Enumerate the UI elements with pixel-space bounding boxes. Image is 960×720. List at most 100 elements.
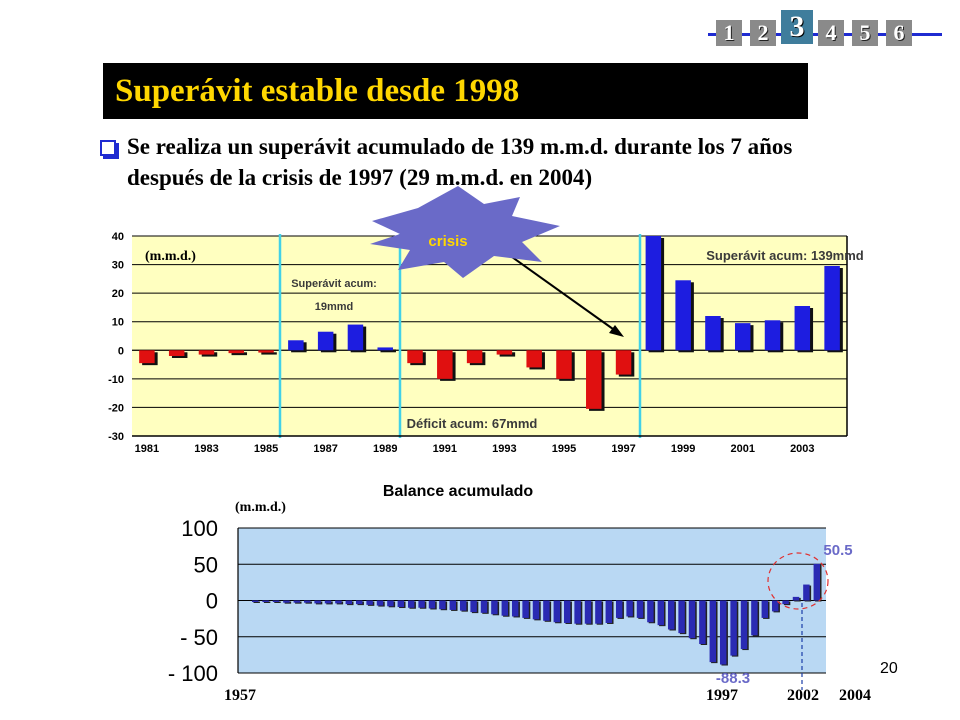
chart1-x-tick-label: 1983 (194, 443, 218, 455)
chart2-bar (511, 600, 519, 617)
crisis-label: crisis (428, 233, 467, 250)
nav-item-5[interactable]: 5 (852, 20, 878, 46)
chart2-bar (439, 600, 446, 610)
chart2-bar-shadow (263, 601, 271, 603)
chart1-x-tick-label: 1997 (611, 443, 635, 455)
chart1-bar (645, 236, 662, 351)
chart2-bar (740, 600, 748, 650)
chart1-bar (317, 331, 334, 351)
chart2-bar-shadow (274, 601, 281, 603)
chart2-bar (283, 600, 290, 603)
chart1-bar-shadow (380, 349, 396, 353)
chart2-bar (355, 600, 363, 605)
chart2-x-tick-label: 2002 (787, 687, 819, 704)
chart1-y-tick-label: -10 (108, 374, 124, 386)
chart2-y-tick-label: 50 (194, 552, 218, 577)
chart1-bar (526, 350, 542, 368)
chart2-y-tick-label: - 50 (180, 625, 218, 650)
chart2-bar (335, 600, 342, 604)
slide-number: 20 (880, 660, 898, 677)
chart1-bar (139, 350, 155, 364)
chart1-bar (556, 350, 572, 379)
chart1-x-tick-label: 1991 (433, 443, 457, 455)
chart2-bar (647, 600, 654, 623)
chart2-bar (470, 600, 477, 613)
chart1-x-tick-label: 1987 (313, 443, 337, 455)
chart1-bar (794, 306, 811, 351)
chart2-bar (605, 600, 613, 623)
chart2-bar (782, 600, 789, 605)
chart2-bar (553, 600, 561, 623)
chart1-x-tick-label: 2001 (730, 443, 754, 455)
chart1-plot-area (132, 236, 847, 436)
chart2-bar (324, 600, 332, 604)
chart2-bar (480, 600, 488, 613)
chart2-bar (563, 600, 571, 623)
chart1-y-tick-label: -20 (108, 402, 124, 414)
chart2-bar (688, 600, 696, 639)
chart1-x-tick-label: 1995 (552, 443, 576, 455)
chart2-bar (387, 600, 394, 607)
chart1-bar (168, 350, 185, 356)
surplus-label-2: 19mmd (315, 301, 354, 313)
chart2-bar (366, 600, 373, 605)
chart1-bar (615, 350, 632, 375)
chart2-bar (574, 600, 581, 624)
chart2-bar (491, 600, 498, 615)
chart2-bar (667, 600, 675, 630)
chart1-y-tick-label: 40 (112, 231, 124, 243)
crisis-arrow-line (504, 251, 621, 335)
chart1-bar (198, 350, 215, 355)
nav-item-4[interactable]: 4 (818, 20, 844, 46)
nav-item-2[interactable]: 2 (750, 20, 776, 46)
chart2-bar (418, 600, 425, 608)
chart2-bar (584, 600, 592, 624)
chart2-bar (293, 600, 301, 603)
chart1-bar (764, 320, 781, 351)
nav-item-6[interactable]: 6 (886, 20, 912, 46)
chart2-bar (376, 600, 384, 606)
chart1-bar (496, 350, 513, 355)
chart1-bar (734, 323, 751, 351)
chart1-x-tick-label: 1993 (492, 443, 516, 455)
nav-item-1[interactable]: 1 (716, 20, 742, 46)
chart2-title: Balance acumulado (383, 483, 534, 500)
chart2-y-tick-label: 0 (206, 589, 218, 614)
chart1-bar (437, 350, 453, 379)
chart2-unit-label: (m.m.d.) (235, 500, 286, 515)
chart2-bar (792, 596, 800, 601)
chart2-bar (272, 600, 280, 602)
chart2-x-tick-label: 1957 (224, 687, 256, 704)
chart1-bar (228, 350, 245, 354)
chart2-bar (615, 600, 623, 618)
chart2-y-tick-label: - 100 (168, 661, 218, 686)
chart1-bar (824, 266, 840, 351)
chart2-bar (522, 600, 529, 618)
chart1-unit-label: (m.m.d.) (145, 249, 196, 264)
chart2-bar (626, 600, 633, 617)
chart2-bar (459, 600, 467, 611)
chart1-y-tick-label: 30 (112, 260, 124, 272)
chart2-bar (813, 563, 821, 601)
chart2-bar-shadow (253, 601, 260, 603)
nav-item-3-active[interactable]: 3 (781, 10, 813, 44)
chart1-y-tick-label: -30 (108, 431, 124, 443)
chart1-bar (586, 350, 602, 409)
chart2-bar (636, 600, 644, 618)
chart2-bar (428, 600, 436, 609)
surplus-label-1: Superávit acum: (291, 278, 377, 290)
chart2-bar (501, 600, 509, 616)
chart2-bar (595, 600, 602, 624)
chart1-x-tick-label: 1999 (671, 443, 695, 455)
cumulative-balance-chart: Balance acumulado (m.m.d.) 100 50 0 - 50 - 1… (147, 483, 871, 704)
chart1-bar (466, 350, 483, 364)
chart2-bar (407, 600, 415, 608)
chart2-bar (771, 600, 779, 612)
chart1-bar (675, 280, 691, 351)
chart2-bar (345, 600, 353, 605)
chart2-bar (397, 600, 405, 608)
chart1-bar (288, 340, 304, 351)
chart1-y-tick-label: 10 (112, 317, 124, 329)
chart1-x-tick-label: 1985 (254, 443, 278, 455)
